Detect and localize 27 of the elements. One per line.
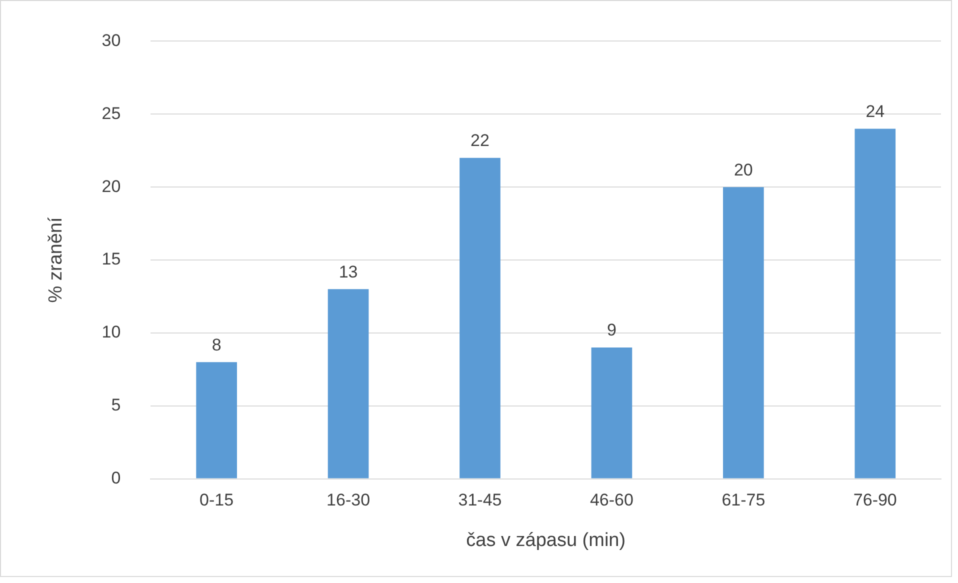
- data-label: 20: [734, 160, 753, 180]
- y-tick-label: 30: [102, 30, 121, 50]
- y-tick-label: 15: [102, 250, 121, 269]
- data-label: 13: [338, 262, 358, 282]
- data-label: 9: [606, 320, 616, 340]
- bar: [328, 289, 369, 478]
- x-axis-title: čas v zápasu (min): [466, 530, 626, 551]
- x-tick-label: 0-15: [200, 490, 234, 510]
- y-tick-label: 0: [111, 468, 121, 488]
- y-tick-label: 5: [111, 396, 121, 415]
- data-label: 8: [212, 335, 222, 354]
- x-tick-label: 31-45: [458, 490, 502, 510]
- y-tick-label: 20: [102, 176, 121, 196]
- y-tick-label: 25: [102, 104, 121, 123]
- y-axis-title: % zranění: [46, 216, 67, 303]
- y-tick-label: 10: [102, 322, 121, 342]
- x-tick-label: 16-30: [326, 490, 370, 510]
- x-tick-label: 61-75: [722, 490, 766, 510]
- data-label: 24: [866, 102, 885, 121]
- x-tick-label: 76-90: [853, 490, 897, 510]
- bar: [723, 187, 764, 478]
- data-label: 22: [470, 131, 490, 150]
- x-tick-label: 46-60: [590, 490, 634, 510]
- bar: [591, 348, 632, 478]
- bar: [460, 158, 500, 478]
- bar: [854, 128, 896, 478]
- bar: [196, 362, 237, 478]
